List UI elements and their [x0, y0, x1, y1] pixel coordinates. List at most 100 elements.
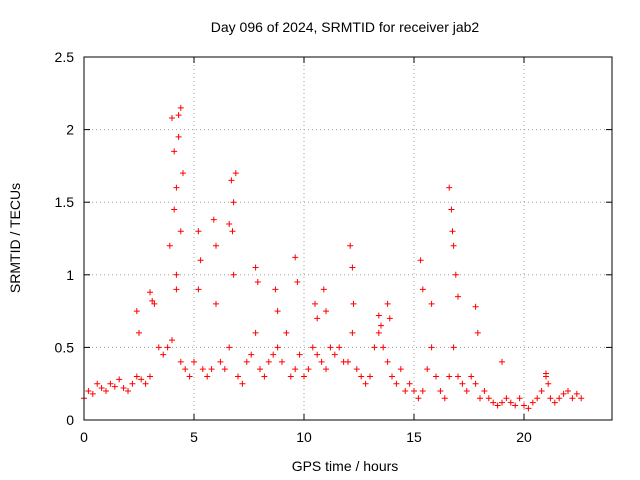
data-point: [468, 373, 475, 380]
y-tick-label: 2: [66, 122, 74, 138]
y-tick-label: 0: [66, 412, 74, 428]
data-point: [331, 351, 338, 358]
y-tick-label: 0.5: [55, 339, 75, 355]
data-point: [270, 351, 277, 358]
data-point: [448, 206, 455, 213]
data-point: [417, 257, 424, 264]
data-point: [272, 286, 279, 293]
data-point: [314, 315, 321, 322]
data-point: [252, 264, 259, 271]
data-point: [380, 344, 387, 351]
plot-frame: [83, 56, 613, 421]
data-point: [283, 329, 290, 336]
data-point: [195, 286, 202, 293]
data-point: [578, 395, 585, 402]
data-point: [182, 366, 189, 373]
data-point: [210, 216, 217, 223]
data-point: [89, 390, 96, 397]
y-tick-label: 1: [66, 267, 74, 283]
data-point: [155, 344, 162, 351]
data-point: [228, 177, 235, 184]
data-point: [116, 376, 123, 383]
data-point: [481, 387, 488, 394]
data-point: [294, 279, 301, 286]
data-point: [449, 228, 456, 235]
data-point: [459, 380, 466, 387]
data-point: [305, 366, 312, 373]
data-point: [474, 329, 481, 336]
data-point: [166, 242, 173, 249]
data-point: [573, 390, 580, 397]
data-point: [274, 344, 281, 351]
data-point: [353, 366, 360, 373]
data-point: [472, 380, 479, 387]
grid: [84, 57, 612, 420]
data-point: [529, 399, 536, 406]
data-point: [446, 373, 453, 380]
data-point: [120, 385, 127, 392]
x-tick-label: 10: [296, 429, 312, 445]
data-point: [569, 395, 576, 402]
data-point: [433, 373, 439, 380]
data-point: [197, 257, 204, 264]
data-point: [545, 380, 552, 387]
data-point: [499, 358, 505, 365]
data-point: [279, 358, 285, 365]
data-point: [287, 373, 294, 380]
data-point: [169, 114, 175, 121]
data-point: [441, 395, 448, 402]
data-point: [226, 220, 233, 227]
data-point: [516, 395, 523, 402]
data-point: [230, 271, 237, 278]
data-point: [384, 300, 391, 307]
data-point: [149, 297, 156, 304]
data-point: [312, 300, 318, 307]
data-point: [323, 308, 329, 315]
data-point: [254, 279, 261, 286]
data-point: [320, 286, 327, 293]
data-point: [415, 395, 422, 402]
x-tick-label: 20: [516, 429, 532, 445]
data-point: [147, 289, 153, 296]
data-points: [81, 104, 585, 412]
data-point: [129, 380, 136, 387]
data-point: [358, 373, 365, 380]
data-point: [375, 312, 382, 319]
data-point: [350, 300, 357, 307]
data-point: [450, 344, 457, 351]
data-point: [173, 286, 180, 293]
data-point: [428, 300, 435, 307]
data-point: [437, 387, 444, 394]
data-point: [98, 385, 105, 392]
data-point: [494, 402, 501, 409]
data-point: [177, 104, 184, 111]
data-point: [265, 358, 272, 365]
data-point: [226, 344, 233, 351]
x-axis-label: GPS time / hours: [292, 458, 399, 474]
x-axis-ticks: 0 5 10 15 20: [80, 57, 532, 445]
data-point: [133, 373, 140, 380]
data-point: [485, 395, 492, 402]
data-point: [428, 344, 435, 351]
data-point: [191, 358, 197, 365]
data-point: [397, 366, 404, 373]
data-point: [367, 373, 373, 380]
data-point: [349, 264, 356, 271]
data-point: [85, 387, 92, 394]
data-point: [455, 293, 461, 300]
x-tick-label: 5: [190, 429, 198, 445]
data-point: [292, 254, 299, 261]
data-point: [560, 390, 567, 397]
data-point: [208, 366, 215, 373]
data-point: [164, 344, 171, 351]
data-point: [472, 303, 479, 310]
data-point: [490, 399, 497, 406]
x-tick-label: 15: [406, 429, 422, 445]
data-point: [239, 380, 246, 387]
data-point: [292, 366, 299, 373]
data-point: [507, 399, 514, 406]
y-axis-ticks: 0 0.5 1 1.5 2 2.5: [55, 49, 612, 428]
data-point: [103, 387, 109, 394]
data-point: [371, 344, 378, 351]
